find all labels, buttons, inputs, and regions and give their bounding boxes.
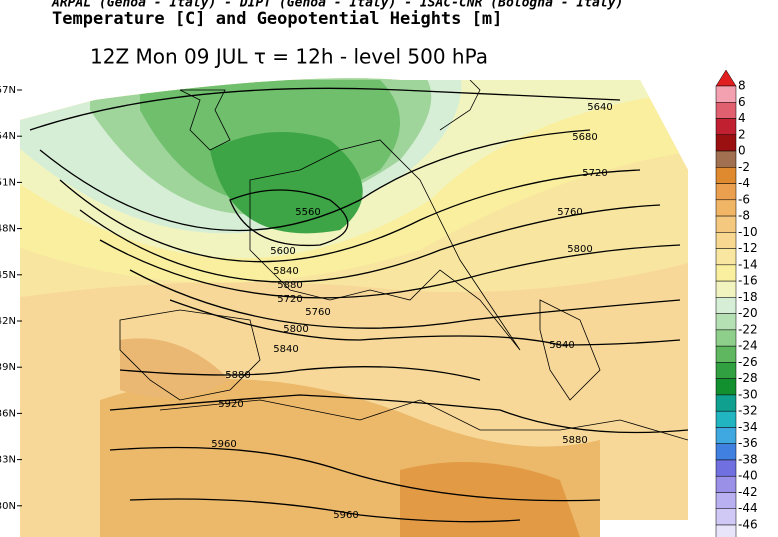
contour-label: 5760 — [557, 207, 582, 218]
lat-label: 33N — [0, 455, 16, 466]
colorbar-swatch — [715, 183, 737, 201]
contour-label: 5840 — [273, 344, 298, 355]
colorbar-label: -20 — [738, 306, 758, 320]
colorbar-label: 2 — [738, 127, 746, 141]
colorbar-label: -36 — [738, 436, 758, 450]
contour-label: 5760 — [305, 307, 330, 318]
colorbar-swatch — [715, 248, 737, 266]
colorbar-label: -34 — [738, 420, 758, 434]
run-title: 12Z Mon 09 JUL τ = 12h - level 500 hPa — [90, 45, 488, 69]
contour-label: 5560 — [295, 207, 320, 218]
colorbar-swatch — [715, 167, 737, 184]
colorbar-label: 4 — [738, 111, 746, 125]
colorbar-swatch — [715, 313, 737, 331]
contour-label: 5640 — [587, 102, 612, 113]
colorbar-swatch — [715, 134, 737, 152]
contour-label: 5800 — [283, 324, 308, 335]
contour-labels: 5640568057205760580058405880556056005840… — [211, 102, 612, 521]
temperature-field — [20, 78, 688, 537]
colorbar-swatch — [715, 459, 737, 477]
contour-label: 5880 — [562, 435, 587, 446]
colorbar-label: -44 — [738, 501, 758, 515]
lat-label: 54N — [0, 131, 16, 142]
colorbar-swatch — [715, 443, 737, 461]
colorbar-label: -16 — [738, 274, 758, 288]
colorbar-swatch — [715, 232, 737, 249]
field-title: Temperature [C] and Geopotential Heights… — [52, 9, 502, 29]
colorbar-swatch — [715, 297, 737, 314]
colorbar-label: -18 — [738, 290, 758, 304]
colorbar-swatch — [715, 264, 737, 282]
lat-label: 48N — [0, 224, 16, 235]
colorbar-label: -26 — [738, 355, 758, 369]
lat-label: 51N — [0, 177, 16, 188]
contour-label: 5880 — [277, 280, 302, 291]
colorbar-label: -14 — [738, 257, 758, 271]
colorbar-swatch — [715, 150, 737, 168]
colorbar-swatch — [715, 345, 737, 363]
contour-label: 5600 — [270, 246, 295, 257]
colorbar-label: -22 — [738, 322, 758, 336]
colorbar-swatch — [715, 215, 737, 233]
contour-label: 5720 — [277, 294, 302, 305]
colorbar-swatch — [715, 85, 737, 103]
contour-label: 5960 — [333, 510, 358, 521]
colorbar-label: 8 — [738, 79, 746, 93]
colorbar-label: -40 — [738, 469, 758, 483]
colorbar-swatch — [715, 508, 737, 526]
colorbar-label: -12 — [738, 241, 758, 255]
colorbar-swatch — [715, 280, 737, 298]
lat-label: 42N — [0, 316, 16, 327]
colorbar-label: -38 — [738, 452, 758, 466]
colorbar-label: -42 — [738, 485, 758, 499]
lat-label: 36N — [0, 408, 16, 419]
colorbar-swatch — [715, 410, 737, 428]
contour-label: 5840 — [549, 340, 574, 351]
colorbar-arrow — [715, 69, 737, 87]
contour-label: 5800 — [567, 244, 592, 255]
institutions: ARPAL (Genoa - Italy) - DIPT (Genoa - It… — [51, 0, 623, 11]
colorbar-swatch — [715, 378, 737, 396]
colorbar-swatch — [715, 329, 737, 347]
colorbar-swatch — [715, 394, 737, 412]
colorbar-label: 0 — [738, 144, 746, 158]
lat-label: 39N — [0, 362, 16, 373]
lat-label: 30N — [0, 501, 16, 512]
colorbar-swatch — [715, 199, 737, 217]
lat-label: 57N — [0, 85, 16, 96]
colorbar-swatch — [715, 102, 737, 119]
colorbar-label: -28 — [738, 371, 758, 385]
colorbar-label: -24 — [738, 339, 758, 353]
colorbar-swatch — [715, 118, 737, 136]
colorbar-label: -2 — [738, 160, 750, 174]
colorbar-swatch — [715, 524, 737, 537]
colorbar-label: -30 — [738, 387, 758, 401]
geopotential-contours — [29, 87, 689, 523]
colorbar-label: -6 — [738, 192, 750, 206]
colorbar-label: -4 — [738, 176, 750, 190]
contour-label: 5720 — [582, 168, 607, 179]
colorbar-label: -46 — [738, 518, 758, 532]
colorbar-label: -8 — [738, 209, 750, 223]
colorbar-swatch — [715, 427, 737, 444]
latitude-labels: 57N 54N 51N 48N 45N 42N 39N 36N 33N 30N — [0, 85, 22, 512]
contour-label: 5920 — [218, 399, 243, 410]
colorbar-swatch — [715, 492, 737, 509]
colorbar-label: -10 — [738, 225, 758, 239]
colorbar: 8 6 4 2 0 -2 -4 -6 -8 -10 -12 -14 -16 -18 -20 -22 -24 -26… — [715, 69, 758, 537]
lat-label: 45N — [0, 270, 16, 281]
contour-label: 5680 — [572, 132, 597, 143]
colorbar-swatch — [715, 475, 737, 493]
colorbar-swatch — [715, 362, 737, 379]
contour-label: 5960 — [211, 439, 236, 450]
colorbar-label: 6 — [738, 95, 746, 109]
contour-label: 5880 — [225, 370, 250, 381]
colorbar-label: -32 — [738, 404, 758, 418]
contour-label: 5840 — [273, 266, 298, 277]
